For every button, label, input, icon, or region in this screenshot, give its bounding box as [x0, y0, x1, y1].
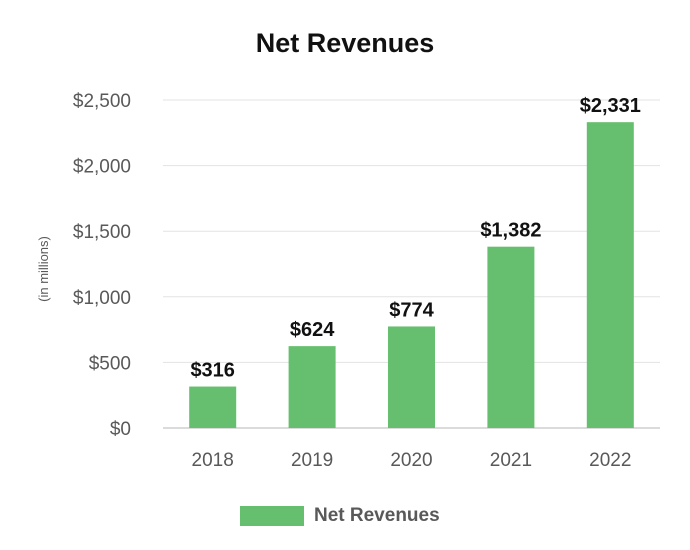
- legend: Net Revenues: [240, 504, 440, 528]
- bar-2020: [388, 326, 435, 428]
- legend-label: Net Revenues: [314, 505, 440, 526]
- data-label: $2,331: [580, 95, 641, 117]
- bar-2019: [288, 346, 336, 428]
- y-tick-label: $0: [110, 419, 131, 440]
- y-tick-label: $2,500: [73, 91, 131, 112]
- x-tick-label: 2019: [291, 450, 333, 471]
- data-label: $316: [190, 360, 235, 382]
- data-label: $1,382: [480, 220, 541, 242]
- legend-swatch: [240, 506, 304, 526]
- data-label: $774: [389, 299, 434, 321]
- bar-2018: [189, 386, 237, 428]
- x-tick-label: 2020: [390, 450, 432, 471]
- y-tick-label: $1,000: [73, 288, 131, 309]
- x-tick-label: 2022: [589, 450, 631, 471]
- bar-2021: [487, 246, 535, 428]
- y-tick-label: $500: [89, 353, 131, 374]
- data-label: $624: [290, 319, 335, 341]
- y-tick-label: $2,000: [73, 157, 131, 178]
- chart-title: Net Revenues: [255, 28, 435, 58]
- x-tick-label: 2021: [490, 450, 532, 471]
- y-tick-label: $1,500: [73, 222, 131, 243]
- bar-2022: [586, 122, 634, 429]
- x-tick-label: 2018: [192, 450, 234, 471]
- y-axis-label: (in millions): [36, 236, 51, 302]
